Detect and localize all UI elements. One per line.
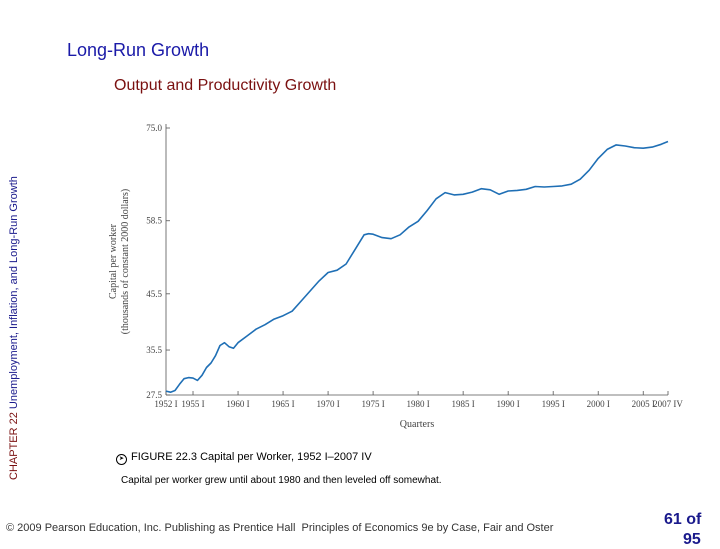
- figure-label: FIGURE 22.3 Capital per Worker, 1952 I–2…: [131, 451, 372, 463]
- x-tick-label: 1985 I: [452, 399, 475, 409]
- x-tick-label: 2005 I: [632, 399, 655, 409]
- figure-description: Capital per worker grew until about 1980…: [121, 475, 442, 486]
- y-tick-label: 75.0: [146, 123, 162, 133]
- x-tick-label: 1975 I: [361, 399, 384, 409]
- x-tick-label: 1965 I: [271, 399, 294, 409]
- y-tick-label: 58.5: [146, 216, 162, 226]
- slide-title: Long-Run Growth: [67, 40, 210, 60]
- page-number-continued: 95: [683, 531, 701, 548]
- x-tick-label: 2007 IV: [653, 399, 683, 409]
- y-axis-label-units: (thousands of constant 2000 dollars): [120, 189, 131, 335]
- y-tick-label: 27.5: [146, 390, 162, 400]
- page-number: 61 of: [664, 511, 702, 528]
- series-line-capital-per-worker: [165, 140, 669, 394]
- x-tick-label: 1955 I: [181, 399, 204, 409]
- x-tick-label: 2000 I: [587, 399, 610, 409]
- chart-area: 27.5 35.5 45.5 58.5 75.0 1952 I 1955 I 1960 I 19…: [100, 110, 700, 440]
- book-title: Principles of Economics 9e by Case, Fair…: [301, 522, 554, 534]
- chapter-side-label: CHAPTER 22 Unemployment, Inflation, and …: [8, 176, 20, 480]
- capital-per-worker-chart: 27.5 35.5 45.5 58.5 75.0 1952 I 1955 I 1960 I 19…: [108, 123, 683, 430]
- x-tick-label: 1960 I: [226, 399, 249, 409]
- figure-bullet-icon: ➤: [116, 454, 127, 465]
- copyright: © 2009 Pearson Education, Inc. Publishin…: [6, 522, 296, 534]
- figure-caption: ➤ FIGURE 22.3 Capital per Worker, 1952 I–…: [116, 451, 372, 465]
- x-tick-label: 1952 I: [154, 399, 177, 409]
- y-tick-label: 45.5: [146, 289, 162, 299]
- y-axis-label: Capital per worker: [108, 223, 119, 299]
- chapter-number: CHAPTER 22: [8, 412, 20, 480]
- slide-subtitle: Output and Productivity Growth: [114, 77, 337, 94]
- x-tick-label: 1990 I: [497, 399, 520, 409]
- x-tick-label: 1980 I: [407, 399, 430, 409]
- x-axis-label: Quarters: [400, 419, 435, 430]
- chapter-title: Unemployment, Inflation, and Long-Run Gr…: [8, 176, 20, 410]
- footer-text: © 2009 Pearson Education, Inc. Publishin…: [6, 522, 553, 534]
- x-tick-label: 1970 I: [316, 399, 339, 409]
- y-tick-label: 35.5: [146, 345, 162, 355]
- x-tick-label: 1995 I: [542, 399, 565, 409]
